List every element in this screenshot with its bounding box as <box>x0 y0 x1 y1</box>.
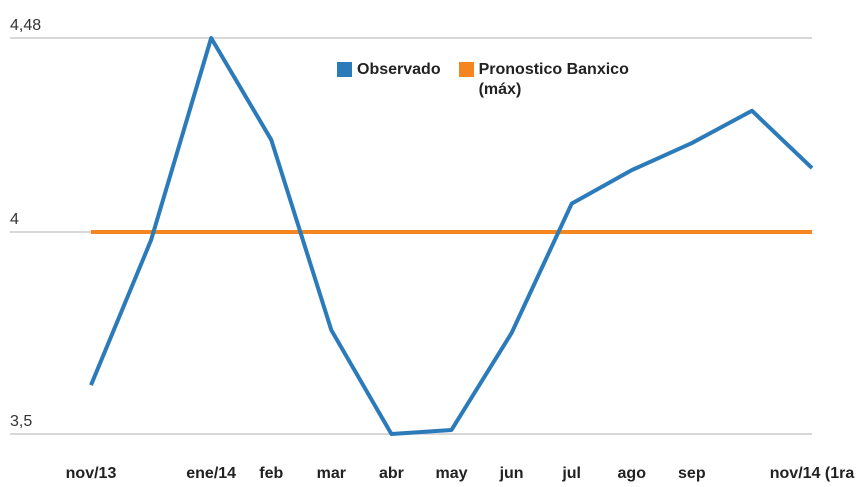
legend-swatch <box>458 62 474 77</box>
legend-item: Pronostico Banxico (máx) <box>458 60 659 100</box>
legend-label: Pronostico Banxico (máx) <box>478 61 629 98</box>
legend-label: Observado <box>357 61 441 78</box>
x-tick-label: ene/14 <box>186 465 236 482</box>
legend: Observado Pronostico Banxico (máx) <box>337 60 659 100</box>
x-tick-label: sep <box>678 465 706 482</box>
legend-swatch <box>337 62 352 77</box>
y-tick-label: 4,48 <box>10 17 41 34</box>
x-tick-label: feb <box>259 465 283 482</box>
series-line <box>89 36 814 436</box>
x-tick-label: may <box>435 465 467 482</box>
x-tick-label: mar <box>317 465 346 482</box>
x-tick-label: jul <box>561 465 581 482</box>
legend-item: Observado <box>337 60 441 100</box>
x-tick-label: nov/13 <box>66 465 117 482</box>
y-tick-label: 4 <box>10 211 19 228</box>
y-tick-label: 3,5 <box>10 413 32 430</box>
x-tick-label: nov/14 (1ra <box>770 465 855 482</box>
x-tick-label: ago <box>618 465 647 482</box>
x-tick-label: jun <box>499 465 524 482</box>
x-tick-label: abr <box>379 465 404 482</box>
